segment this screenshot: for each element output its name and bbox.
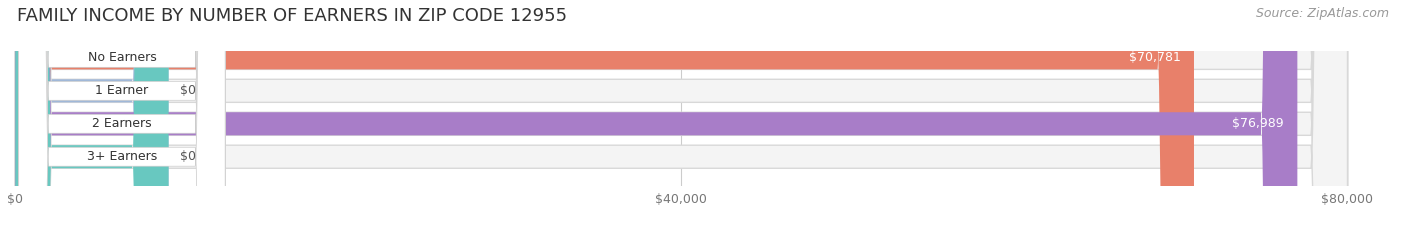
Text: $0: $0 [180, 150, 197, 163]
FancyBboxPatch shape [15, 0, 1347, 233]
FancyBboxPatch shape [15, 0, 169, 233]
FancyBboxPatch shape [15, 0, 169, 233]
Text: FAMILY INCOME BY NUMBER OF EARNERS IN ZIP CODE 12955: FAMILY INCOME BY NUMBER OF EARNERS IN ZI… [17, 7, 567, 25]
FancyBboxPatch shape [18, 0, 225, 233]
Text: $70,781: $70,781 [1129, 51, 1181, 64]
Text: 2 Earners: 2 Earners [93, 117, 152, 130]
FancyBboxPatch shape [15, 0, 1298, 233]
FancyBboxPatch shape [15, 0, 1194, 233]
FancyBboxPatch shape [15, 0, 1347, 233]
FancyBboxPatch shape [18, 0, 225, 233]
Text: 1 Earner: 1 Earner [96, 84, 149, 97]
Text: 3+ Earners: 3+ Earners [87, 150, 157, 163]
FancyBboxPatch shape [15, 0, 1347, 233]
FancyBboxPatch shape [15, 0, 1347, 233]
Text: $0: $0 [180, 84, 197, 97]
Text: Source: ZipAtlas.com: Source: ZipAtlas.com [1256, 7, 1389, 20]
FancyBboxPatch shape [18, 0, 225, 233]
Text: No Earners: No Earners [87, 51, 156, 64]
Text: $76,989: $76,989 [1233, 117, 1284, 130]
FancyBboxPatch shape [18, 0, 225, 233]
